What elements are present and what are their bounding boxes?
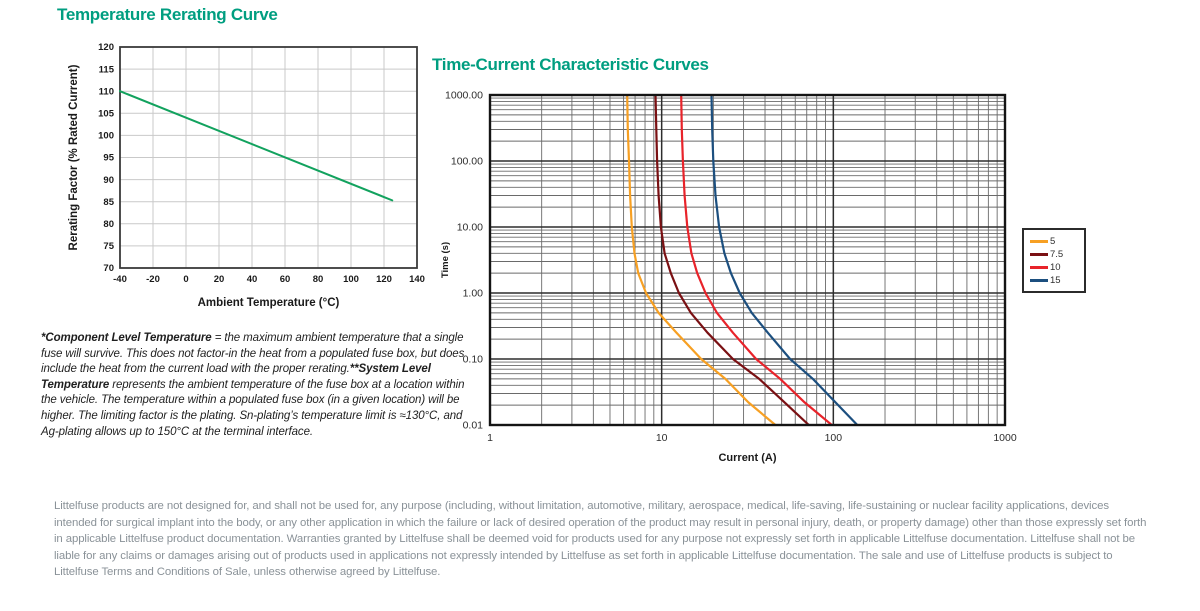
- y-tick-label: 10.00: [457, 222, 483, 234]
- legend-item-10: 10: [1030, 261, 1080, 274]
- legend-item-7.5: 7.5: [1030, 248, 1080, 261]
- y-tick-label: 1000.00: [445, 90, 483, 102]
- y-tick-label: 110: [99, 86, 114, 97]
- y-tick-label: 0.01: [463, 420, 484, 432]
- x-axis-title: Ambient Temperature (°C): [198, 297, 340, 309]
- legend-label: 5: [1050, 235, 1056, 247]
- gridlines-minor: [490, 95, 1005, 425]
- y-axis-title: Rerating Factor (% Rated Current): [68, 64, 80, 250]
- temperature-rerating-title: Temperature Rerating Curve: [57, 5, 278, 24]
- time-current-chart: 1 10 100 1000 1000.00 100.00 10.00 1.00 0.10 0.01…: [440, 90, 1017, 465]
- legend-item-15: 15: [1030, 274, 1080, 287]
- temperature-notes: *Component Level Temperature = the maxim…: [41, 331, 465, 440]
- x-tick-label: -40: [113, 274, 127, 285]
- y-tick-label: 85: [103, 197, 114, 208]
- y-tick-label: 100: [98, 131, 114, 142]
- y-tick-label: 80: [103, 219, 114, 230]
- x-tick-label: 120: [376, 274, 392, 285]
- y-tick-label: 90: [103, 175, 114, 186]
- x-tick-label: 40: [247, 274, 258, 285]
- x-tick-label: 0: [183, 274, 188, 285]
- curve-10A: [680, 95, 833, 425]
- gridlines-major: [489, 94, 1006, 426]
- y-axis-title: Time (s): [440, 242, 451, 278]
- curve-7.5A: [654, 95, 810, 425]
- x-tick-label: 140: [409, 274, 425, 285]
- note-lead: **System Level Temperature: [41, 363, 431, 391]
- y-tick-label: 0.10: [463, 354, 484, 366]
- temperature-rerating-chart: -40 -20 0 20 40 60 80 100 120 140 70 75 80 85 90 95 100 1…: [68, 42, 425, 309]
- disclaimer-text: Littelfuse products are not designed for…: [54, 500, 1147, 579]
- gridlines: [119, 46, 418, 269]
- y-tick-label: 100.00: [451, 156, 483, 168]
- note-body: represents the ambient temperature of th…: [41, 378, 465, 438]
- legend-item-5: 5: [1030, 235, 1080, 248]
- x-tick-label: 80: [313, 274, 324, 285]
- legend-swatch-10: [1030, 266, 1048, 269]
- x-tick-label: 10: [656, 432, 668, 444]
- plot-border: [119, 46, 418, 269]
- axis-labels: -40 -20 0 20 40 60 80 100 120 140 70 75 80 85 90 95 100 1…: [68, 42, 425, 309]
- fuse-curves: [626, 95, 859, 425]
- y-tick-label: 1.00: [463, 288, 484, 300]
- y-tick-label: 115: [99, 64, 115, 75]
- legend-label: 10: [1050, 261, 1061, 273]
- x-tick-label: 100: [825, 432, 843, 444]
- y-tick-label: 70: [103, 263, 114, 274]
- legend-label: 15: [1050, 274, 1061, 286]
- chart-legend: 5 7.5 10 15: [1022, 228, 1086, 293]
- legend-swatch-5: [1030, 240, 1048, 243]
- axis-labels: 1 10 100 1000 1000.00 100.00 10.00 1.00 0.10 0.01…: [440, 90, 1017, 465]
- x-tick-label: 1000: [993, 432, 1017, 444]
- legend-swatch-7.5: [1030, 253, 1048, 256]
- curve-15A: [710, 95, 859, 425]
- legend-swatch-15: [1030, 279, 1048, 282]
- legend-label: 7.5: [1050, 248, 1064, 260]
- y-tick-label: 105: [98, 109, 115, 120]
- x-axis-title: Current (A): [718, 452, 776, 464]
- time-current-title: Time-Current Characteristic Curves: [432, 55, 709, 74]
- x-tick-label: 20: [214, 274, 225, 285]
- x-tick-label: -20: [146, 274, 160, 285]
- y-tick-label: 75: [103, 241, 114, 252]
- curve-5A: [626, 95, 777, 425]
- x-tick-label: 60: [280, 274, 291, 285]
- y-tick-label: 120: [98, 42, 114, 53]
- rerating-line: [119, 90, 394, 202]
- plot-border: [488, 93, 1007, 427]
- note-body: = the maximum ambient temperature that a…: [41, 332, 465, 376]
- x-tick-label: 100: [343, 274, 359, 285]
- x-tick-label: 1: [487, 432, 493, 444]
- note-lead: *Component Level Temperature: [41, 332, 212, 344]
- y-tick-label: 95: [103, 153, 114, 164]
